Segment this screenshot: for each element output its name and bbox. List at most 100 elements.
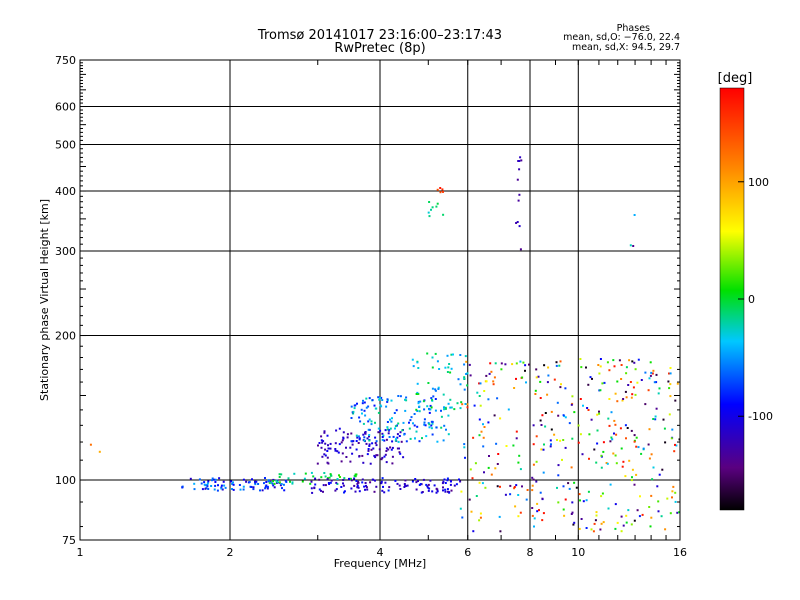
data-point xyxy=(599,358,602,360)
data-point xyxy=(632,386,635,389)
data-point xyxy=(500,368,503,371)
data-point xyxy=(518,168,521,171)
data-point xyxy=(444,490,447,493)
data-point xyxy=(562,508,565,511)
data-point xyxy=(442,486,444,489)
data-point xyxy=(456,402,459,405)
data-point xyxy=(377,431,380,434)
data-point xyxy=(361,454,364,457)
data-point xyxy=(549,445,552,448)
data-point xyxy=(355,480,358,482)
data-point xyxy=(638,515,641,518)
data-point xyxy=(443,478,446,481)
data-point xyxy=(380,482,383,485)
data-point xyxy=(610,436,613,439)
data-point xyxy=(391,455,394,458)
data-point xyxy=(396,482,399,485)
data-point xyxy=(609,483,612,486)
data-point xyxy=(663,427,666,430)
y-axis-label: Stationary phase Virtual Height [km] xyxy=(38,199,51,401)
y-tick-label: 75 xyxy=(62,534,76,547)
data-point xyxy=(666,497,669,500)
data-point xyxy=(577,424,580,427)
data-point xyxy=(434,389,437,392)
data-point xyxy=(379,429,382,432)
data-point xyxy=(518,193,521,196)
data-point xyxy=(410,416,413,419)
data-point xyxy=(570,466,573,469)
data-point xyxy=(517,199,520,202)
data-point xyxy=(485,374,488,377)
data-point xyxy=(564,498,567,501)
data-point xyxy=(447,366,450,369)
data-point xyxy=(342,437,345,440)
data-point xyxy=(280,473,283,476)
data-point xyxy=(353,484,356,487)
data-point xyxy=(374,456,377,459)
data-point xyxy=(625,437,627,440)
data-point xyxy=(619,427,622,430)
data-point xyxy=(453,408,456,411)
data-point xyxy=(429,404,432,407)
data-point xyxy=(442,190,444,193)
data-point xyxy=(289,480,291,483)
data-point xyxy=(533,517,536,520)
data-point xyxy=(614,527,617,530)
data-point xyxy=(418,410,421,413)
data-point xyxy=(257,483,260,485)
data-point xyxy=(413,424,416,427)
data-point xyxy=(427,211,430,214)
data-point xyxy=(449,483,452,486)
data-point xyxy=(338,427,341,430)
data-point xyxy=(362,461,365,464)
data-point xyxy=(450,367,453,370)
data-point xyxy=(337,451,340,454)
data-point xyxy=(512,444,515,447)
data-point xyxy=(522,361,525,364)
data-point xyxy=(214,478,217,481)
data-point xyxy=(648,428,651,431)
data-point xyxy=(625,396,628,399)
data-point xyxy=(599,365,602,368)
data-point xyxy=(373,404,376,407)
data-point xyxy=(531,514,534,517)
data-point xyxy=(388,436,391,438)
data-point xyxy=(442,480,445,483)
data-point xyxy=(478,481,481,484)
data-point xyxy=(326,461,329,464)
data-point xyxy=(487,466,490,469)
data-point xyxy=(461,516,464,519)
data-point xyxy=(422,478,425,481)
data-point xyxy=(218,477,221,480)
data-point xyxy=(678,511,681,514)
data-point xyxy=(505,445,508,447)
data-point xyxy=(445,428,447,431)
phase-line-x: mean, sd,X: 94.5, 29.7 xyxy=(571,42,680,53)
data-point xyxy=(329,447,332,450)
data-point xyxy=(496,397,499,400)
data-point xyxy=(504,363,507,366)
data-point xyxy=(439,187,442,189)
data-point xyxy=(494,467,497,470)
data-point xyxy=(639,495,641,498)
data-point xyxy=(417,400,420,403)
data-point xyxy=(265,484,268,487)
data-point xyxy=(203,483,206,486)
data-point xyxy=(670,437,673,440)
data-point xyxy=(525,381,527,384)
data-point xyxy=(616,400,619,403)
data-point xyxy=(349,477,352,480)
data-point xyxy=(608,398,611,400)
data-point xyxy=(668,413,671,416)
data-point xyxy=(328,476,331,479)
data-point xyxy=(264,487,267,490)
data-point xyxy=(390,448,393,451)
data-point xyxy=(368,397,371,400)
data-point xyxy=(352,410,355,413)
data-point xyxy=(198,478,201,481)
data-point xyxy=(403,483,406,485)
data-point xyxy=(415,408,418,411)
data-point xyxy=(378,448,381,451)
data-point xyxy=(355,434,358,437)
data-point xyxy=(655,381,658,384)
